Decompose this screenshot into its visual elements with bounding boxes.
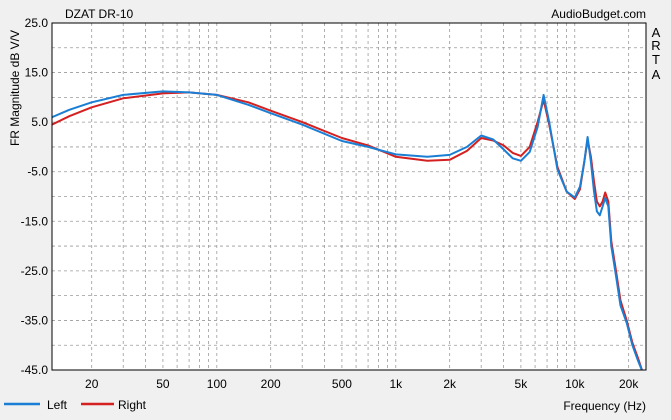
x-tick-label: 50 [156,377,170,391]
legend-label-right: Right [118,398,147,412]
arta-letter-a2: A [652,67,661,82]
legend-label-left: Left [47,398,68,412]
arta-letter-t: T [652,52,660,67]
x-axis-label: Frequency (Hz) [563,399,646,413]
y-tick-label: -35.0 [21,313,49,327]
y-axis-label: FR Magnitude dB V/V [8,30,22,146]
grid-lines [52,23,646,370]
plot-frame [51,22,647,371]
x-tick-label: 100 [207,377,227,391]
x-tick-label: 20k [619,377,639,391]
series-lines [52,90,644,370]
x-tick-label: 2k [443,377,457,391]
y-tick-label: 25.0 [25,16,49,30]
x-tick-label: 10k [565,377,585,391]
arta-label: A R T A [651,25,660,82]
chart-title: DZAT DR-10 [65,7,134,21]
x-tick-label: 500 [332,377,352,391]
y-tick-label: -45.0 [21,363,49,377]
arta-letter-a: A [652,25,661,40]
arta-letter-r: R [651,38,660,53]
x-tick-label: 200 [261,377,281,391]
watermark-label: AudioBudget.com [551,7,646,21]
y-tick-label: -25.0 [21,264,49,278]
series-line-left [52,90,643,370]
y-tick-label: -5.0 [27,165,48,179]
x-tick-label: 1k [389,377,403,391]
y-tick-labels: 25.0 15.0 5.0 -5.0 -15.0 -25.0 -35.0 -45.0 [21,16,49,377]
y-tick-label: -15.0 [21,214,49,228]
legend: Left Right [4,398,147,412]
x-tick-label: 20 [85,377,99,391]
y-tick-label: 5.0 [31,115,48,129]
x-tick-labels: 20 50 100 200 500 1k 2k 5k 10k 20k [85,377,639,391]
x-tick-label: 5k [515,377,529,391]
y-tick-label: 15.0 [25,66,49,80]
